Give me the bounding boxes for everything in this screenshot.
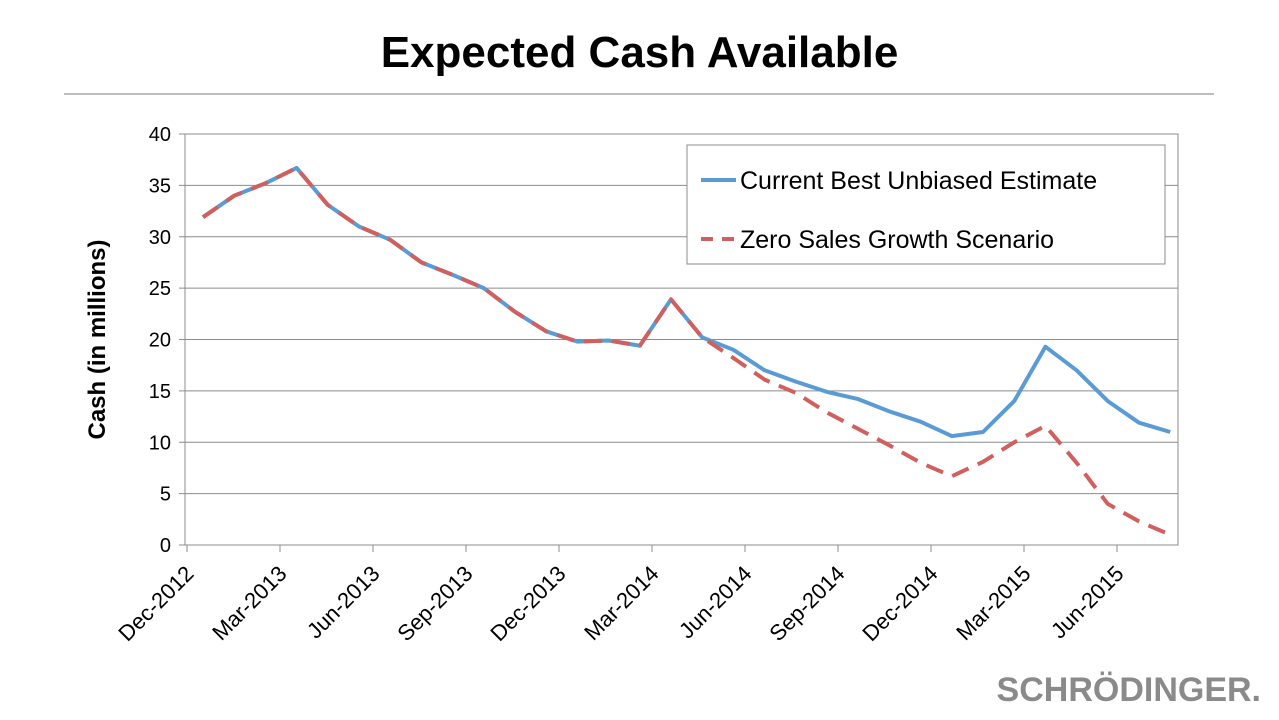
x-axis-ticks: Dec-2012 Mar-2013 Jun-2013 Sep-2013 Dec-2013… [113,545,1129,646]
data-point [856,397,860,401]
data-point [1075,461,1079,465]
data-point [981,460,985,464]
y-axis-label: Cash (in millions) [84,239,111,439]
chart-title: Expected Cash Available [380,28,899,77]
data-point [1012,440,1016,444]
y-tick-label: 0 [160,535,171,557]
data-point [544,329,548,333]
data-point [794,380,798,384]
y-axis-ticks: 0 5 10 15 20 25 30 35 40 [149,124,185,557]
data-point [731,348,735,352]
series-layer [201,165,1172,537]
y-tick-label: 5 [160,484,171,506]
legend: Current Best Unbiased Estimate Zero Sale… [686,144,1166,265]
y-tick-label: 25 [149,278,171,300]
data-point [825,390,829,394]
data-point [950,474,954,478]
title-divider [64,93,1214,95]
data-point [326,203,330,207]
x-tick-label: Dec-2013 [485,561,570,646]
y-tick-label: 35 [149,175,171,197]
x-tick-label: Mar-2013 [207,561,291,645]
data-point [388,238,392,242]
data-point [887,443,891,447]
data-point [1168,533,1172,537]
data-point [1075,368,1079,372]
legend-box [686,144,1166,265]
x-tick-label: Mar-2015 [951,561,1035,645]
data-point [1043,424,1047,428]
data-point [700,335,704,339]
data-point [295,166,299,170]
x-tick-label: Sep-2014 [764,561,849,646]
x-tick-label: Dec-2012 [113,561,198,646]
schrodinger-logo: SCHRÖDINGER. [996,671,1261,709]
data-point [950,434,954,438]
data-point [763,378,767,382]
data-point [1137,519,1141,523]
data-point [919,420,923,424]
y-tick-label: 40 [149,124,171,146]
data-point [607,339,611,343]
data-point [232,194,236,198]
data-point [263,181,267,185]
x-tick-label: Jun-2014 [674,561,757,644]
x-tick-label: Jun-2013 [302,561,385,644]
data-point [669,297,673,301]
data-point [201,215,205,219]
data-point [731,356,735,360]
y-tick-label: 15 [149,381,171,403]
data-point [638,344,642,348]
data-point [1043,345,1047,349]
data-point [357,224,361,228]
data-point [1137,421,1141,425]
x-tick-label: Sep-2013 [392,561,477,646]
y-tick-label: 10 [149,432,171,454]
data-point [794,391,798,395]
data-point [451,273,455,277]
legend-entry-zero-sales: Zero Sales Growth Scenario [740,226,1054,254]
data-point [981,430,985,434]
data-point [482,286,486,290]
x-tick-label: Dec-2014 [857,561,942,646]
series-line-zero-sales [201,165,1171,537]
x-tick-label: Jun-2015 [1046,561,1129,644]
data-point [825,410,829,414]
data-point [575,340,579,344]
data-point [856,427,860,431]
legend-entry-current-best: Current Best Unbiased Estimate [740,167,1097,195]
y-tick-label: 30 [149,227,171,249]
x-tick-label: Mar-2014 [579,561,663,645]
data-point [1106,502,1110,506]
data-point [763,368,767,372]
data-point [1168,430,1172,434]
data-point [513,310,517,314]
data-point [419,260,423,264]
data-point [1106,399,1110,403]
data-point [887,409,891,413]
data-point [1012,399,1016,403]
y-tick-label: 20 [149,330,171,352]
data-point [919,461,923,465]
